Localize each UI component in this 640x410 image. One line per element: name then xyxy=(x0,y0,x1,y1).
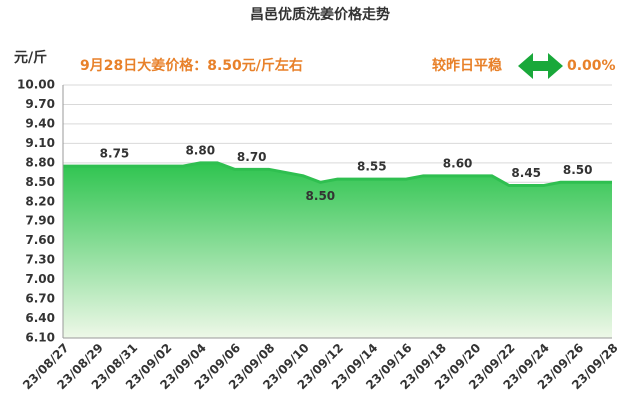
data-label: 8.50 xyxy=(306,189,336,203)
area xyxy=(63,162,612,338)
y-tick-label: 9.40 xyxy=(25,116,55,130)
y-tick-label: 6.10 xyxy=(25,331,55,345)
y-tick-label: 9.70 xyxy=(25,97,55,111)
data-label: 8.60 xyxy=(443,156,473,170)
data-label: 8.75 xyxy=(100,147,130,161)
data-label: 8.45 xyxy=(511,166,541,180)
data-label: 8.70 xyxy=(237,150,267,164)
y-tick-label: 7.00 xyxy=(25,272,55,286)
y-tick-label: 9.10 xyxy=(25,136,55,150)
line xyxy=(63,161,612,188)
chart-title: 昌邑优质洗姜价格走势 xyxy=(250,6,390,23)
y-tick-label: 6.70 xyxy=(25,292,55,306)
y-tick-label: 8.80 xyxy=(25,155,55,169)
data-label: 8.50 xyxy=(563,163,593,177)
y-tick-label: 7.90 xyxy=(25,214,55,228)
y-tick-label: 10.00 xyxy=(17,78,55,92)
y-axis-label: 元/斤 xyxy=(14,49,47,66)
flat-arrow xyxy=(518,53,563,79)
y-tick-label: 6.40 xyxy=(25,311,55,325)
y-tick-label: 7.60 xyxy=(25,233,55,247)
data-label: 8.80 xyxy=(185,143,215,157)
headline: 9月28日大姜价格：8.50元/斤左右 xyxy=(80,57,303,74)
change-label: 较昨日平稳 xyxy=(432,57,502,74)
y-tick-label: 8.20 xyxy=(25,194,55,208)
change-value: 0.00% xyxy=(567,58,616,74)
y-tick-label: 8.50 xyxy=(25,175,55,189)
y-tick-label: 7.30 xyxy=(25,253,55,267)
data-label: 8.55 xyxy=(357,160,387,174)
